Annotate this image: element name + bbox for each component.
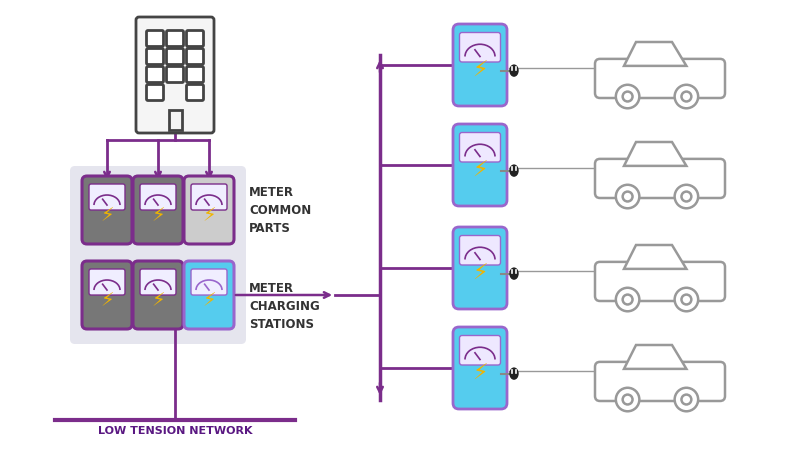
- FancyBboxPatch shape: [82, 261, 132, 329]
- Polygon shape: [624, 245, 686, 269]
- Circle shape: [674, 288, 698, 311]
- Text: LOW TENSION NETWORK: LOW TENSION NETWORK: [98, 426, 252, 436]
- Circle shape: [674, 388, 698, 411]
- FancyBboxPatch shape: [186, 31, 203, 46]
- FancyBboxPatch shape: [453, 124, 507, 206]
- FancyBboxPatch shape: [191, 269, 227, 295]
- Text: ⚡: ⚡: [100, 291, 114, 310]
- Text: ⚡: ⚡: [472, 161, 488, 180]
- FancyBboxPatch shape: [146, 67, 163, 82]
- Ellipse shape: [510, 368, 518, 379]
- Circle shape: [682, 395, 691, 405]
- FancyBboxPatch shape: [184, 261, 234, 329]
- FancyBboxPatch shape: [595, 159, 725, 198]
- Circle shape: [622, 295, 633, 305]
- Circle shape: [616, 388, 639, 411]
- FancyBboxPatch shape: [595, 59, 725, 98]
- FancyBboxPatch shape: [186, 85, 203, 100]
- Polygon shape: [624, 42, 686, 66]
- Text: ⚡: ⚡: [151, 206, 165, 225]
- Polygon shape: [624, 345, 686, 369]
- Circle shape: [622, 395, 633, 405]
- Circle shape: [616, 288, 639, 311]
- FancyBboxPatch shape: [146, 49, 163, 64]
- Circle shape: [616, 85, 639, 108]
- FancyBboxPatch shape: [595, 362, 725, 401]
- FancyBboxPatch shape: [133, 261, 183, 329]
- FancyBboxPatch shape: [166, 49, 183, 64]
- FancyBboxPatch shape: [166, 67, 183, 82]
- FancyBboxPatch shape: [459, 336, 501, 365]
- Text: ⚡: ⚡: [472, 264, 488, 284]
- Ellipse shape: [510, 165, 518, 176]
- Text: ⚡: ⚡: [100, 206, 114, 225]
- FancyBboxPatch shape: [595, 262, 725, 301]
- FancyBboxPatch shape: [146, 31, 163, 46]
- FancyBboxPatch shape: [89, 184, 125, 210]
- Polygon shape: [624, 142, 686, 166]
- FancyBboxPatch shape: [70, 166, 246, 344]
- Text: ⚡: ⚡: [151, 291, 165, 310]
- FancyBboxPatch shape: [166, 31, 183, 46]
- Circle shape: [682, 92, 691, 101]
- FancyBboxPatch shape: [133, 176, 183, 244]
- FancyBboxPatch shape: [136, 17, 214, 133]
- Ellipse shape: [510, 65, 518, 76]
- FancyBboxPatch shape: [459, 32, 501, 62]
- FancyBboxPatch shape: [140, 269, 176, 295]
- FancyBboxPatch shape: [89, 269, 125, 295]
- Circle shape: [622, 192, 633, 202]
- Circle shape: [674, 85, 698, 108]
- Text: METER
COMMON
PARTS: METER COMMON PARTS: [249, 185, 311, 234]
- Bar: [169, 110, 182, 130]
- Ellipse shape: [510, 268, 518, 279]
- Circle shape: [616, 185, 639, 208]
- FancyBboxPatch shape: [459, 235, 501, 265]
- Text: ⚡: ⚡: [202, 206, 216, 225]
- FancyBboxPatch shape: [146, 85, 163, 100]
- FancyBboxPatch shape: [140, 184, 176, 210]
- Text: ⚡: ⚡: [202, 291, 216, 310]
- Text: ⚡: ⚡: [472, 61, 488, 81]
- FancyBboxPatch shape: [82, 176, 132, 244]
- FancyBboxPatch shape: [453, 327, 507, 409]
- FancyBboxPatch shape: [186, 49, 203, 64]
- FancyBboxPatch shape: [453, 24, 507, 106]
- Circle shape: [682, 192, 691, 202]
- FancyBboxPatch shape: [453, 227, 507, 309]
- Text: ⚡: ⚡: [472, 364, 488, 383]
- Circle shape: [682, 295, 691, 305]
- Circle shape: [622, 92, 633, 101]
- FancyBboxPatch shape: [184, 176, 234, 244]
- Circle shape: [674, 185, 698, 208]
- FancyBboxPatch shape: [186, 67, 203, 82]
- FancyBboxPatch shape: [459, 132, 501, 162]
- Text: METER
CHARGING
STATIONS: METER CHARGING STATIONS: [249, 283, 320, 332]
- FancyBboxPatch shape: [191, 184, 227, 210]
